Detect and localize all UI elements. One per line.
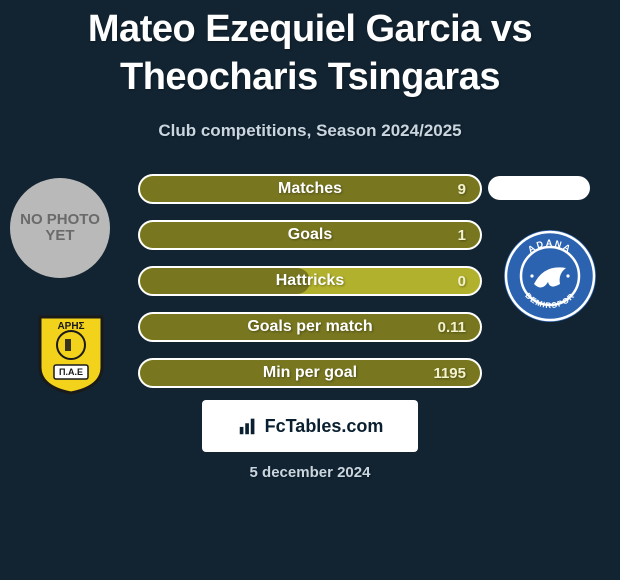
stat-bars: Matches9Goals1Hattricks0Goals per match0… [138,174,482,404]
page-title: Mateo Ezequiel Garcia vs Theocharis Tsin… [0,0,620,101]
stat-bar: Hattricks0 [138,266,482,296]
club-left-name: ΑΡΗΣ [57,321,84,332]
club-left-sub: Π.Α.Ε [59,367,83,377]
bar-chart-icon [237,415,259,437]
subtitle: Club competitions, Season 2024/2025 [0,121,620,141]
club-badge-left: ΑΡΗΣ Π.Α.Ε [36,315,106,395]
player-pill-right [488,176,590,200]
stat-bar: Goals per match0.11 [138,312,482,342]
stat-bar: Matches9 [138,174,482,204]
stat-bar: Min per goal1195 [138,358,482,388]
stat-bar-value: 0.11 [438,314,466,340]
avatar-placeholder-line1: NO PHOTO [20,212,100,228]
stat-bar-label: Goals per match [140,314,480,340]
stat-bar-value: 1195 [433,360,466,386]
stat-bar-value: 0 [458,268,466,294]
stat-bar-label: Goals [140,222,480,248]
footer-date: 5 december 2024 [0,464,620,481]
stat-bar-label: Min per goal [140,360,480,386]
shield-icon: ΑΡΗΣ Π.Α.Ε [36,315,106,395]
club-right-icon: ADANA DEMIRSPOR [500,226,600,326]
comparison-card: Mateo Ezequiel Garcia vs Theocharis Tsin… [0,0,620,580]
stat-bar-value: 9 [458,176,466,202]
stat-bar-value: 1 [458,222,466,248]
avatar-placeholder-line2: YET [45,228,74,244]
stat-bar: Goals1 [138,220,482,250]
stat-bar-label: Hattricks [140,268,480,294]
footer-brand-badge[interactable]: FcTables.com [202,400,418,452]
club-badge-right: ADANA DEMIRSPOR [500,226,600,326]
footer-brand-text: FcTables.com [265,416,384,437]
stat-bar-label: Matches [140,176,480,202]
player-avatar-left: NO PHOTO YET [10,178,110,278]
